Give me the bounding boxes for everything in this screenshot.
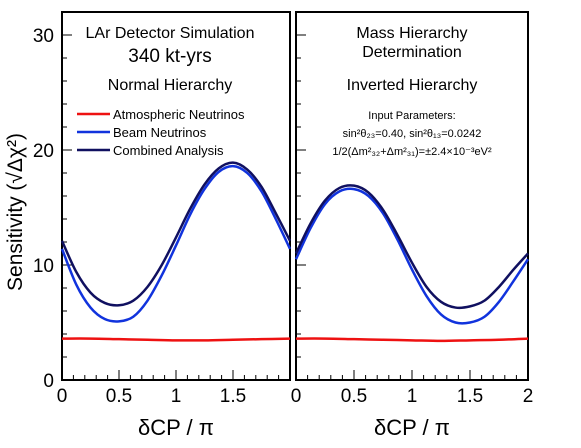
y-tick-label: 10 bbox=[33, 256, 54, 277]
y-tick-label: 0 bbox=[43, 371, 54, 392]
series-line-beam-neutrinos bbox=[294, 187, 530, 325]
panel-left-title-line2: 340 kt-yrs bbox=[128, 46, 211, 67]
panel-left: LAr Detector Simulation 340 kt-yrs Norma… bbox=[60, 11, 292, 381]
panel-left-frame bbox=[61, 11, 291, 381]
x-tick-label: 0.5 bbox=[106, 386, 132, 407]
x-tick-label: 0 bbox=[57, 386, 68, 407]
legend-label-beam: Beam Neutrinos bbox=[113, 125, 207, 140]
x-axis-label-left: δCP / π bbox=[138, 415, 214, 440]
y-axis-label: Sensitivity (√Δχ²) bbox=[4, 133, 27, 291]
series-line-atmospheric-neutrinos bbox=[61, 337, 291, 342]
annotation-line1: sin²θ₂₃=0.40, sin²θ₁₃=0.0242 bbox=[343, 128, 482, 140]
x-tick-label: 0 bbox=[291, 386, 302, 407]
legend-label-atmospheric: Atmospheric Neutrinos bbox=[113, 107, 245, 122]
panel-left-ticks bbox=[61, 11, 291, 381]
panel-right-title-line1: Mass Hierarchy bbox=[356, 25, 467, 42]
panel-right-ticks bbox=[295, 11, 529, 381]
x-tick-labels: 0 0.5 1 1.5 0 0.5 1 1.5 2 bbox=[57, 386, 534, 407]
x-tick-label: 0.5 bbox=[341, 386, 367, 407]
x-tick-label: 1 bbox=[407, 386, 418, 407]
panel-left-title-line1: LAr Detector Simulation bbox=[86, 25, 255, 42]
panel-left-hierarchy: Normal Hierarchy bbox=[108, 77, 232, 94]
panel-left-curves bbox=[60, 161, 292, 342]
series-line-combined-analysis bbox=[60, 161, 292, 307]
y-tick-labels: 0 10 20 30 bbox=[33, 26, 54, 392]
x-axis-label-right: δCP / π bbox=[374, 415, 450, 440]
panel-right: Mass Hierarchy Determination Inverted Hi… bbox=[294, 11, 530, 381]
panel-right-curves bbox=[294, 184, 530, 343]
x-tick-label: 2 bbox=[523, 386, 534, 407]
x-tick-label: 1 bbox=[171, 386, 182, 407]
annotation-heading: Input Parameters: bbox=[368, 110, 455, 122]
panel-right-title-line2: Determination bbox=[362, 44, 462, 61]
y-tick-label: 30 bbox=[33, 26, 54, 47]
y-tick-label: 20 bbox=[33, 141, 54, 162]
series-line-combined-analysis bbox=[294, 184, 529, 310]
x-tick-label: 1.5 bbox=[220, 386, 246, 407]
annotation-line2: 1/2(Δm²₃₂+Δm²₃₁)=±2.4×10⁻³eV² bbox=[332, 146, 492, 158]
legend-label-combined: Combined Analysis bbox=[113, 143, 224, 158]
series-line-beam-neutrinos bbox=[60, 164, 292, 323]
x-tick-label: 1.5 bbox=[457, 386, 483, 407]
panel-right-hierarchy: Inverted Hierarchy bbox=[347, 77, 478, 94]
series-line-atmospheric-neutrinos bbox=[295, 337, 529, 343]
legend: Atmospheric Neutrinos Beam Neutrinos Com… bbox=[77, 107, 245, 158]
